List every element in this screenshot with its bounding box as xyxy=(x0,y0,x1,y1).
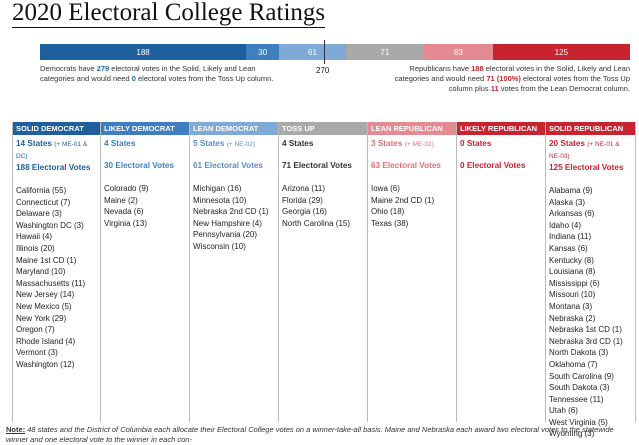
column-header: SOLID REPUBLICAN xyxy=(546,122,635,135)
state-item: New York (29) xyxy=(16,313,67,323)
state-item: Maine 1st CD (1) xyxy=(16,255,77,265)
electoral-votes: 188 Electoral Votes xyxy=(16,163,91,172)
state-item: Minnesota (10) xyxy=(193,195,247,205)
column-header: SOLID DEMOCRAT xyxy=(13,122,100,135)
state-item: Louisiana (8) xyxy=(549,267,596,277)
state-item: New Mexico (5) xyxy=(16,301,72,311)
state-item: New Jersey (14) xyxy=(16,290,75,300)
state-item: Wisconsin (10) xyxy=(193,241,246,251)
state-item: Texas (38) xyxy=(371,218,409,228)
state-item: North Dakota (3) xyxy=(549,348,609,358)
state-item: Nebraska (2) xyxy=(549,313,596,323)
state-item: Oklahoma (7) xyxy=(549,359,598,369)
bar-segment: 188 xyxy=(40,44,247,60)
state-count: 14 States (+ ME-01 & DC) xyxy=(16,139,88,160)
electoral-vote-bar: 188 30 61 71 63 125 xyxy=(40,44,630,60)
rating-column: LIKELY REPUBLICAN 0 States 0 Electoral Vo… xyxy=(457,122,546,422)
state-count: 20 States (+ NE-01 & NE-03) xyxy=(549,139,620,160)
state-item: Maryland (10) xyxy=(16,267,66,277)
state-item: Alaska (3) xyxy=(549,197,586,207)
rating-column: LEAN REPUBLICAN 3 States (+ ME-02) 63 Elec… xyxy=(368,122,457,422)
state-count: 4 States xyxy=(104,139,136,148)
state-item: Pennsylvania (20) xyxy=(193,230,258,240)
state-item: Nebraska 3rd CD (1) xyxy=(549,336,623,346)
electoral-votes: 30 Electoral Votes xyxy=(104,161,174,170)
state-item: Nevada (6) xyxy=(104,207,144,217)
democrat-summary: Democrats have 279 electoral votes in th… xyxy=(40,64,274,83)
state-count: 3 States (+ ME-02) xyxy=(371,139,434,148)
column-header: LIKELY DEMOCRAT xyxy=(101,122,189,135)
state-item: Indiana (11) xyxy=(549,232,592,242)
bar-segment: 125 xyxy=(492,44,630,60)
state-item: Massachusetts (11) xyxy=(16,278,86,288)
state-item: Maine 2nd CD (1) xyxy=(371,195,435,205)
state-item: Tennessee (11) xyxy=(549,394,604,404)
electoral-votes: 71 Electoral Votes xyxy=(282,161,352,170)
state-item: Michigan (16) xyxy=(193,184,242,193)
threshold-label: 270 xyxy=(316,66,330,75)
state-item: West Virginia (5) xyxy=(549,417,608,427)
column-header: LEAN REPUBLICAN xyxy=(368,122,456,135)
rating-column: SOLID DEMOCRAT 14 States (+ ME-01 & DC) 18… xyxy=(12,122,101,422)
state-item: Mississippi (6) xyxy=(549,278,600,288)
state-item: Georgia (16) xyxy=(282,207,327,217)
state-item: Arizona (11) xyxy=(282,184,325,193)
state-count: 0 States xyxy=(460,139,492,148)
column-header: LEAN DEMOCRAT xyxy=(190,122,278,135)
state-item: Illinois (20) xyxy=(16,243,55,253)
state-item: Colorado (9) xyxy=(104,184,149,193)
electoral-votes: 61 Electoral Votes xyxy=(193,161,263,170)
state-item: Alabama (9) xyxy=(549,186,593,195)
state-item: South Carolina (9) xyxy=(549,371,614,381)
state-item: Kansas (6) xyxy=(549,243,588,253)
electoral-votes: 125 Electoral Votes xyxy=(549,163,624,172)
state-item: Wyoming (3) xyxy=(549,429,595,439)
state-item: Nebraska 1st CD (1) xyxy=(549,325,622,335)
state-item: Arkansas (6) xyxy=(549,209,595,219)
state-item: Maine (2) xyxy=(104,195,138,205)
rating-column: SOLID REPUBLICAN 20 States (+ NE-01 & NE-… xyxy=(546,122,636,438)
ratings-table: SOLID DEMOCRAT 14 States (+ ME-01 & DC) 18… xyxy=(12,122,636,438)
rating-column: TOSS UP 4 States 71 Electoral Votes Arizon… xyxy=(279,122,368,422)
state-item: Vermont (3) xyxy=(16,348,58,358)
electoral-votes: 63 Electoral Votes xyxy=(371,161,441,170)
bar-segment: 63 xyxy=(423,44,493,60)
rating-column: LIKELY DEMOCRAT 4 States 30 Electoral Vot… xyxy=(101,122,190,422)
state-item: Virginia (13) xyxy=(104,218,147,228)
rating-column: LEAN DEMOCRAT 5 States (+ NE-02) 61 Electo… xyxy=(190,122,279,422)
column-header: TOSS UP xyxy=(279,122,367,135)
state-item: Hawaii (4) xyxy=(16,232,53,242)
page-title: 2020 Electoral College Ratings xyxy=(12,0,326,28)
state-item: Rhode Island (4) xyxy=(16,336,76,346)
state-item: North Carolina (15) xyxy=(282,218,351,228)
state-item: Kentucky (8) xyxy=(549,255,594,265)
column-header: LIKELY REPUBLICAN xyxy=(457,122,545,135)
state-count: 4 States xyxy=(282,139,314,148)
state-item: Idaho (4) xyxy=(549,220,582,230)
republican-summary: Republicans have 188 electoral votes in … xyxy=(394,64,630,93)
threshold-marker xyxy=(324,40,325,64)
state-item: Iowa (6) xyxy=(371,184,400,193)
bar-segment: 30 xyxy=(246,44,280,60)
state-item: Delaware (3) xyxy=(16,209,62,219)
state-item: Oregon (7) xyxy=(16,325,55,335)
state-item: Utah (6) xyxy=(549,406,578,416)
state-item: Connecticut (7) xyxy=(16,197,71,207)
state-item: Washington (12) xyxy=(16,359,75,369)
state-item: Ohio (18) xyxy=(371,207,405,217)
state-item: Montana (3) xyxy=(549,301,593,311)
electoral-votes: 0 Electoral Votes xyxy=(460,161,526,170)
state-item: Missouri (10) xyxy=(549,290,596,300)
state-item: Washington DC (3) xyxy=(16,220,84,230)
state-item: New Hampshire (4) xyxy=(193,218,262,228)
bar-segment: 71 xyxy=(345,44,424,60)
state-item: Nebraska 2nd CD (1) xyxy=(193,207,269,217)
state-item: South Dakota (3) xyxy=(549,383,610,393)
footnote: Note: 48 states and the District of Colu… xyxy=(6,425,614,444)
bar-segment: 61 xyxy=(279,44,346,60)
state-item: California (55) xyxy=(16,186,67,195)
state-count: 5 States (+ NE-02) xyxy=(193,139,256,148)
state-item: Florida (29) xyxy=(282,195,323,205)
